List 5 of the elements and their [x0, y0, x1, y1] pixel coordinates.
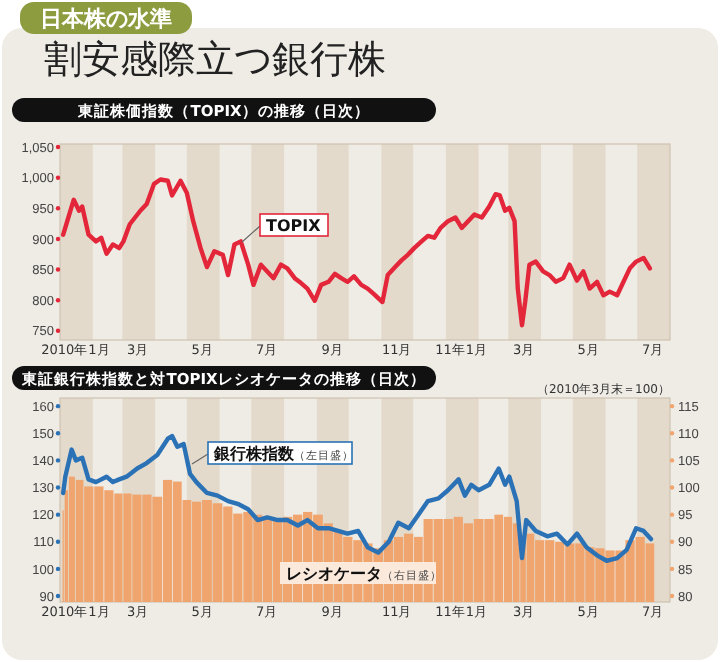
series-label: TOPIX	[266, 217, 323, 235]
chart-title: 割安感際立つ銀行株	[44, 38, 386, 82]
text: 日本株の水準	[40, 6, 172, 32]
line-series	[60, 177, 653, 328]
line-series	[60, 433, 654, 563]
